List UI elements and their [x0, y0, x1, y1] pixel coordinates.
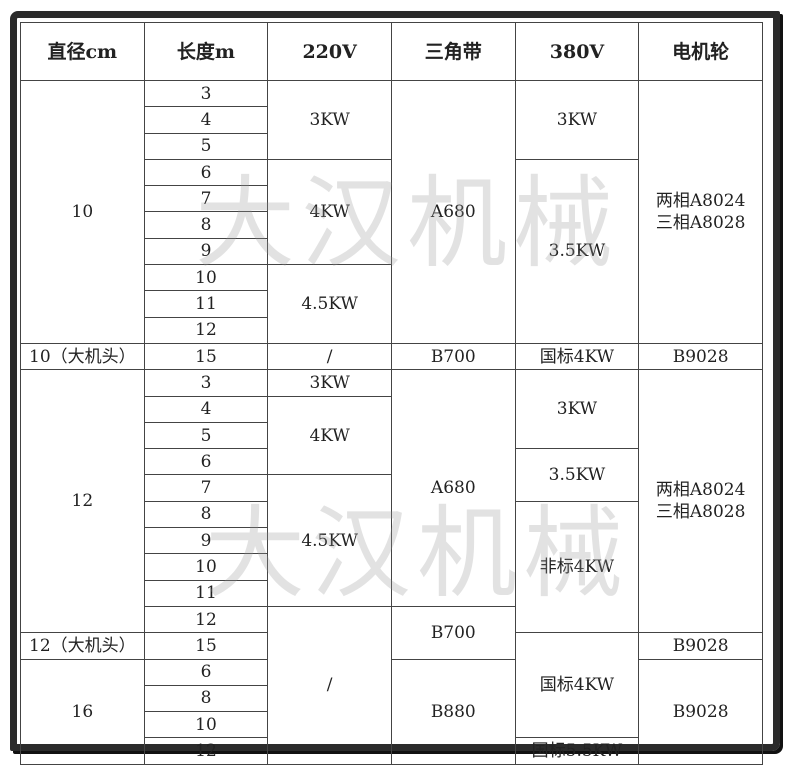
table-cell: 6: [143, 658, 269, 686]
table-cell: B9028: [638, 342, 763, 371]
header-row: 直径cm 长度m 220V 三角带 380V 电机轮: [20, 22, 763, 81]
table-row: 10（大机头） 15/B700 国标4KW B9028: [20, 342, 763, 371]
table-cell: 非标4KW: [514, 500, 640, 634]
table-cell: 4KW: [267, 158, 392, 266]
table-cell: 12: [143, 605, 269, 634]
column-header: 直径cm: [20, 22, 145, 81]
table-cell: 10: [143, 264, 269, 292]
table-cell: 8: [143, 684, 269, 713]
table-cell: B700: [390, 605, 516, 660]
table-cell: 8: [143, 500, 269, 529]
table-cell: 3KW: [267, 369, 392, 397]
table-cell: 12（大机头）: [20, 632, 145, 660]
table-row: 5: [21, 132, 763, 160]
table-row: 6 3.5KW: [21, 448, 763, 502]
table-cell: 3.5KW: [514, 158, 640, 344]
table-cell: 4.5KW: [267, 264, 392, 344]
table-cell: 8: [143, 211, 269, 239]
table-cell: 9: [143, 527, 269, 555]
table-cell: 12: [143, 737, 269, 765]
table-cell: 两相A8024 三相A8028: [638, 369, 763, 634]
table-cell: 7: [143, 185, 269, 213]
table-cell: 12: [20, 369, 145, 634]
table-cell: 4.5KW: [267, 474, 392, 607]
table-row: 7: [21, 185, 763, 213]
table-row: 6 4KW 3.5KW: [21, 158, 763, 344]
table-cell: B9028: [638, 658, 763, 765]
table-cell: 两相A8024 三相A8028: [638, 80, 763, 344]
table-cell: 10: [143, 711, 269, 739]
table-cell: 3.5KW: [514, 448, 640, 502]
table-cell: 5: [143, 132, 269, 160]
table-cell: 3: [143, 369, 269, 397]
table-cell: 3KW: [514, 80, 640, 160]
table-row: 10 4.5KW: [21, 264, 763, 344]
table-cell: 4: [143, 395, 269, 423]
table-cell: 国标4KW: [514, 342, 640, 371]
table-cell: 10: [20, 80, 145, 344]
table-cell: 16: [20, 658, 145, 765]
spec-table: 直径cm 长度m 220V 三角带 380V 电机轮 10 3 3KW A680 3KW 两相A80…: [20, 22, 763, 765]
table-cell: 10: [143, 553, 269, 581]
table-cell: 7: [143, 474, 269, 502]
table-cell: A680: [390, 80, 516, 344]
table-cell: 12: [143, 316, 269, 344]
table-cell: 15: [143, 632, 269, 660]
table-cell: 3KW: [267, 80, 392, 160]
table-row: 11: [21, 290, 763, 318]
table-cell: 10（大机头）: [20, 342, 145, 371]
table-cell: 5: [143, 421, 269, 450]
table-cell: 4KW: [267, 395, 392, 476]
table-cell: 6: [143, 448, 269, 476]
table-cell: B880: [390, 658, 516, 765]
table-row: 9: [21, 237, 763, 266]
table-cell: /: [267, 342, 392, 371]
table-cell: 11: [143, 579, 269, 607]
table-row: 10 3 3KW A680 3KW 两相A8024 三相A8028: [20, 79, 763, 344]
table-row: 10: [21, 553, 763, 581]
table-cell: /: [267, 605, 392, 765]
table-cell: B9028: [638, 632, 763, 660]
column-header: 220V: [267, 22, 392, 81]
column-header: 电机轮: [638, 22, 763, 81]
table-row: 8: [21, 211, 763, 239]
table-cell: 3KW: [514, 369, 640, 450]
column-header: 三角带: [390, 22, 516, 81]
table-cell: A680: [390, 369, 516, 607]
table-row: 12 3 3KW A680 3KW 两相A8024 三相A8028: [20, 369, 763, 634]
table-row: 11: [21, 579, 763, 607]
table-cell: B700: [390, 342, 516, 371]
table-row: 7 4.5KW: [21, 474, 763, 607]
table-cell: 9: [143, 237, 269, 266]
table-cell: 15: [143, 342, 269, 371]
table-row: 8 非标4KW: [21, 500, 763, 634]
table-row: 12（大机头） 15 国标4KW B9028: [20, 632, 763, 739]
table-cell: 3: [143, 79, 269, 108]
table-row: 4 4KW: [21, 395, 763, 476]
table-cell: 6: [143, 158, 269, 187]
table-cell: 4: [143, 106, 269, 134]
column-header: 长度m: [143, 22, 269, 81]
table-row: 16 6 B880 B9028: [20, 658, 763, 765]
table-cell: 11: [143, 290, 269, 318]
column-header: 380V: [514, 22, 640, 81]
table-cell: 国标5.5KW: [514, 737, 640, 765]
table-cell: 国标4KW: [514, 632, 640, 739]
